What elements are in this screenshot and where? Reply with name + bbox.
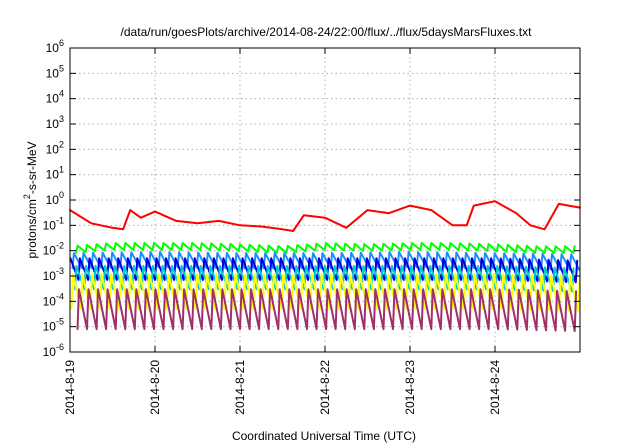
series-line-1 [69,200,581,232]
y-axis-label-sup: 2 [22,194,32,199]
y-tick-base: 10 [46,41,60,55]
x-tick-label: 2014-8-19 [63,360,77,415]
y-tick-label: 104 [46,89,64,106]
x-tick-label: 2014-8-21 [233,360,247,415]
y-tick-base: 10 [43,244,57,258]
y-tick-exponent: -6 [56,342,64,352]
y-tick-base: 10 [46,193,60,207]
y-tick-base: 10 [46,66,60,80]
y-tick-label: 10-1 [43,215,64,232]
y-tick-exponent: 1 [59,165,64,175]
y-axis-label-suffix: -s-sr-MeV [25,141,39,194]
y-tick-base: 10 [43,218,57,232]
y-tick-label: 10-2 [43,241,64,258]
series-layer [69,200,581,332]
y-tick-label: 10-6 [43,342,64,359]
y-tick-label: 106 [46,38,64,55]
chart-title: /data/run/goesPlots/archive/2014-08-24/2… [121,25,533,39]
y-tick-base: 10 [43,269,57,283]
y-tick-base: 10 [43,320,57,334]
x-tick-label: 2014-8-23 [403,360,417,415]
series-line-6 [70,273,581,312]
x-tick-label: 2014-8-20 [148,360,162,415]
series-line-5 [74,264,575,293]
y-tick-label: 100 [46,190,64,207]
x-tick-label: 2014-8-24 [488,360,502,415]
y-tick-base: 10 [43,345,57,359]
y-tick-base: 10 [46,168,60,182]
y-tick-exponent: 0 [59,190,64,200]
y-tick-label: 10-3 [43,266,64,283]
x-tick-label: 2014-8-22 [318,360,332,415]
ticks-layer [69,47,580,353]
x-axis-label: Coordinated Universal Time (UTC) [232,429,416,443]
y-tick-label: 10-5 [43,317,64,334]
series-line-2 [75,242,576,255]
y-tick-exponent: -5 [56,317,64,327]
y-axis-label-prefix: protons/cm [25,199,39,258]
y-axis-label: protons/cm2-s-sr-MeV [22,141,39,258]
y-tick-exponent: 6 [59,38,64,48]
y-tick-label: 101 [46,165,64,182]
y-tick-base: 10 [43,294,57,308]
series-line-7 [76,288,578,332]
y-tick-label: 10-4 [43,291,64,308]
y-tick-exponent: -1 [56,215,64,225]
y-tick-labels: 10-610-510-410-310-210-11001011021031041… [43,38,64,359]
y-tick-base: 10 [46,117,60,131]
y-tick-exponent: 2 [59,139,64,149]
y-tick-exponent: 5 [59,63,64,73]
y-tick-label: 103 [46,114,64,131]
y-tick-base: 10 [46,92,60,106]
y-tick-exponent: 3 [59,114,64,124]
x-tick-labels: 2014-8-19 2014-8-20 2014-8-21 2014-8-22 2014… [63,360,502,415]
y-tick-exponent: -2 [56,241,64,251]
y-tick-label: 102 [46,139,64,156]
y-tick-label: 105 [46,63,64,80]
y-tick-exponent: 4 [59,89,64,99]
y-tick-exponent: -4 [56,291,64,301]
series-line-4 [69,257,579,284]
y-tick-exponent: -3 [56,266,64,276]
y-tick-base: 10 [46,142,60,156]
